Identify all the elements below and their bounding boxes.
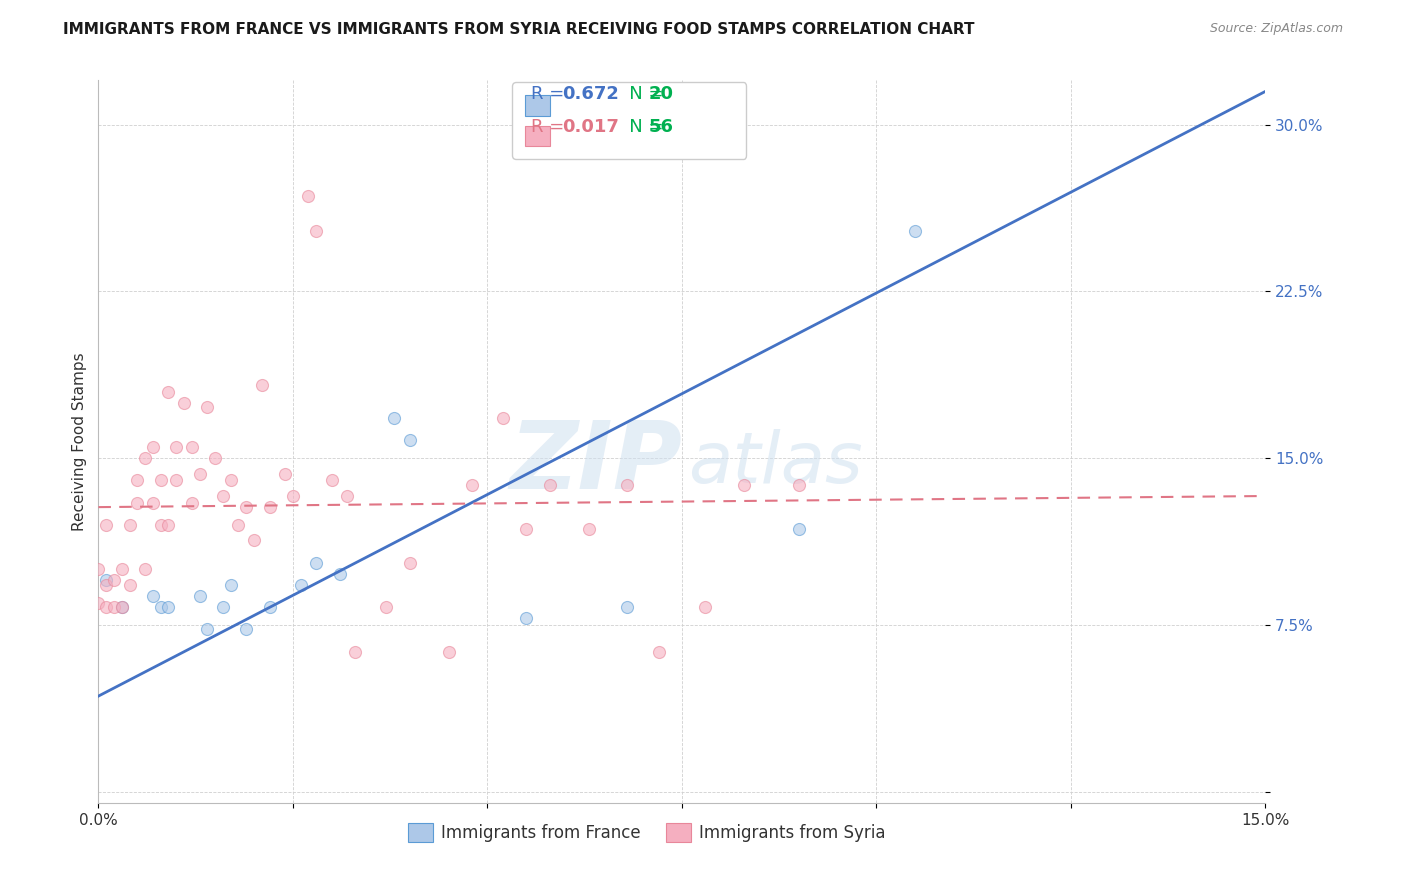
- Point: [142, 496, 165, 510]
- Point: [165, 474, 187, 488]
- Point: [647, 645, 669, 659]
- Point: [398, 556, 420, 570]
- Point: [127, 474, 149, 488]
- Point: [212, 489, 235, 503]
- Point: [461, 478, 484, 492]
- Point: [180, 496, 202, 510]
- Point: [180, 440, 202, 454]
- Point: [243, 533, 266, 548]
- Point: [118, 517, 141, 532]
- Point: [733, 478, 755, 492]
- Point: [165, 440, 187, 454]
- Point: [904, 224, 927, 238]
- Point: [538, 478, 561, 492]
- Point: [111, 562, 134, 576]
- Point: [173, 395, 195, 409]
- Point: [149, 600, 172, 615]
- Point: [157, 384, 180, 399]
- Point: [142, 589, 165, 603]
- Text: ZIP: ZIP: [509, 417, 682, 509]
- Point: [695, 600, 717, 615]
- Text: R =: R =: [531, 118, 571, 136]
- Point: [111, 600, 134, 615]
- Point: [212, 600, 235, 615]
- Point: [787, 478, 810, 492]
- Point: [127, 496, 149, 510]
- Point: [787, 522, 810, 536]
- Point: [329, 566, 352, 581]
- Text: 0.672: 0.672: [562, 85, 619, 103]
- Point: [118, 578, 141, 592]
- Point: [321, 474, 343, 488]
- Point: [149, 474, 172, 488]
- Point: [616, 478, 638, 492]
- Point: [344, 645, 367, 659]
- Point: [250, 377, 273, 392]
- Point: [149, 517, 172, 532]
- Point: [188, 467, 211, 481]
- Point: [228, 517, 250, 532]
- Point: [219, 474, 242, 488]
- Point: [616, 600, 638, 615]
- Y-axis label: Receiving Food Stamps: Receiving Food Stamps: [72, 352, 87, 531]
- Point: [398, 434, 420, 448]
- Point: [134, 451, 156, 466]
- Point: [305, 556, 328, 570]
- Text: IMMIGRANTS FROM FRANCE VS IMMIGRANTS FROM SYRIA RECEIVING FOOD STAMPS CORRELATIO: IMMIGRANTS FROM FRANCE VS IMMIGRANTS FRO…: [63, 22, 974, 37]
- Point: [281, 489, 304, 503]
- Point: [219, 578, 242, 592]
- Text: N =: N =: [612, 85, 669, 103]
- Text: 20: 20: [648, 85, 673, 103]
- Point: [204, 451, 226, 466]
- Point: [157, 600, 180, 615]
- Point: [103, 574, 125, 588]
- Point: [235, 500, 257, 515]
- Point: [259, 500, 281, 515]
- Point: [492, 411, 515, 425]
- Point: [578, 522, 600, 536]
- Text: R =: R =: [531, 85, 571, 103]
- Text: Source: ZipAtlas.com: Source: ZipAtlas.com: [1209, 22, 1343, 36]
- Point: [96, 517, 118, 532]
- Point: [259, 600, 281, 615]
- Point: [382, 411, 405, 425]
- Point: [188, 589, 211, 603]
- Point: [437, 645, 460, 659]
- Text: atlas: atlas: [688, 429, 862, 498]
- Point: [515, 611, 537, 625]
- Point: [96, 578, 118, 592]
- Point: [195, 623, 218, 637]
- Point: [96, 600, 118, 615]
- Point: [515, 522, 537, 536]
- Point: [297, 189, 319, 203]
- Point: [290, 578, 312, 592]
- Point: [142, 440, 165, 454]
- Point: [111, 600, 134, 615]
- Point: [103, 600, 125, 615]
- Text: 0.017: 0.017: [562, 118, 619, 136]
- Point: [134, 562, 156, 576]
- Legend: Immigrants from France, Immigrants from Syria: Immigrants from France, Immigrants from …: [401, 816, 893, 848]
- Text: N =: N =: [612, 118, 669, 136]
- Point: [87, 562, 110, 576]
- Point: [87, 596, 110, 610]
- Point: [195, 400, 218, 414]
- Point: [375, 600, 398, 615]
- Point: [336, 489, 359, 503]
- Point: [157, 517, 180, 532]
- Point: [305, 224, 328, 238]
- Point: [235, 623, 257, 637]
- Point: [96, 574, 118, 588]
- Point: [274, 467, 297, 481]
- Text: 56: 56: [648, 118, 673, 136]
